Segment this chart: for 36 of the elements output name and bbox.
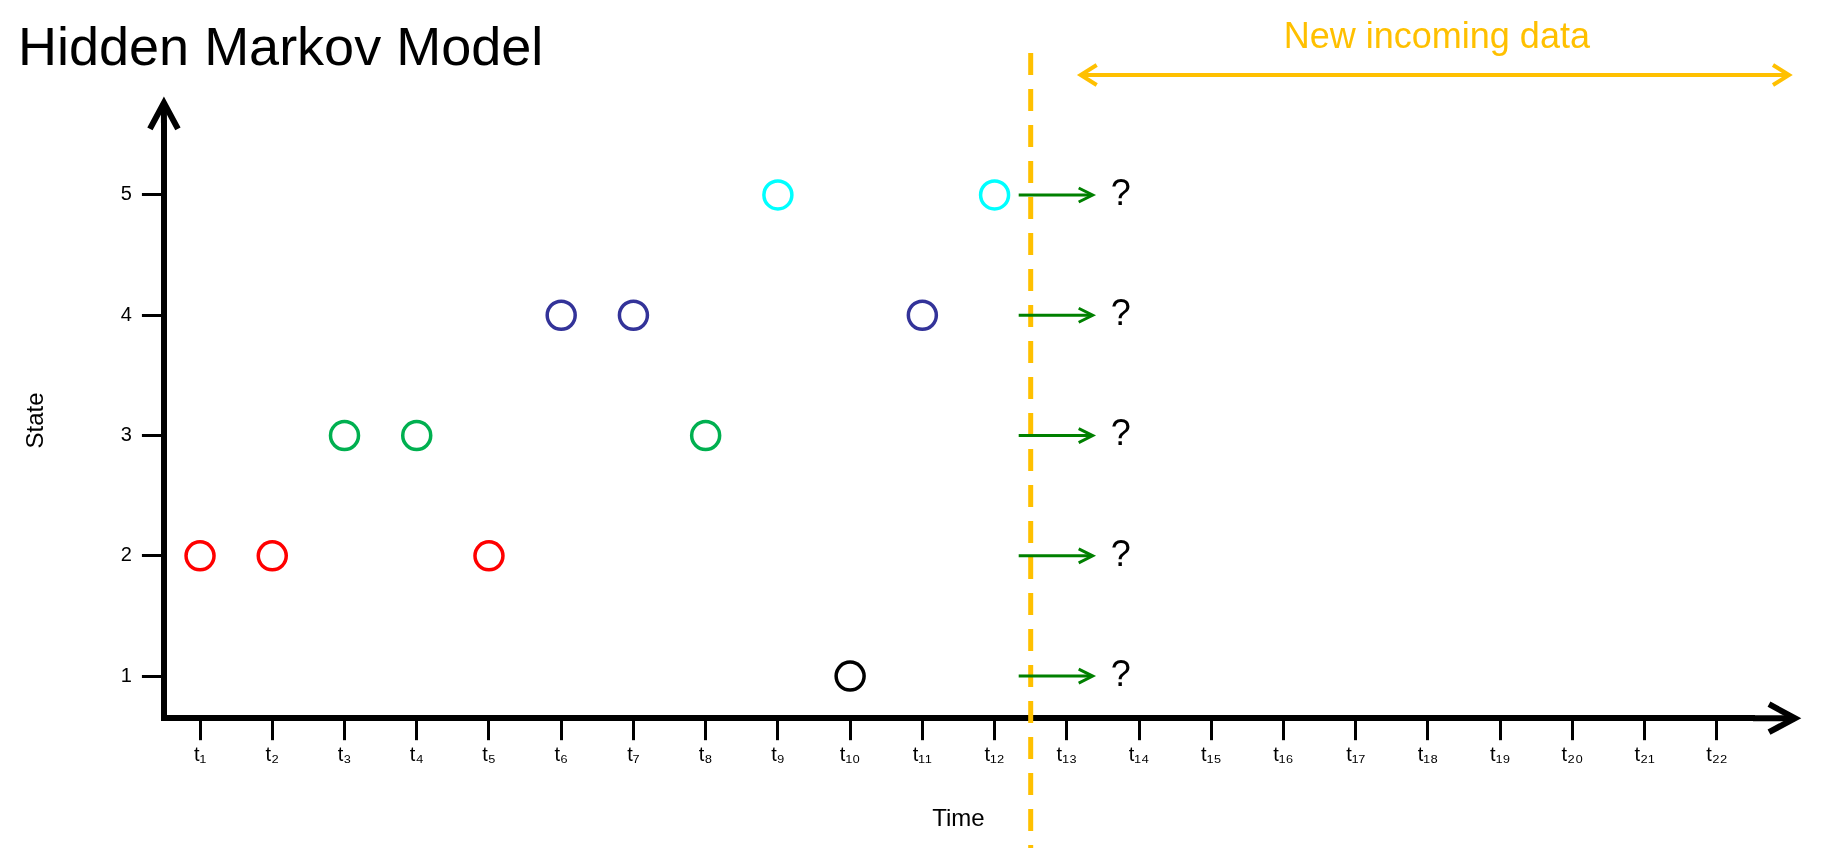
x-tick-label: t₁₃ xyxy=(1056,742,1078,765)
x-tick-label: t₉ xyxy=(771,742,785,765)
x-tick-label: t₄ xyxy=(409,742,424,765)
x-tick-label: t₁ xyxy=(193,742,207,765)
x-tick-label: t₇ xyxy=(627,742,640,765)
y-axis-title: State xyxy=(21,392,49,449)
x-tick-label: t₈ xyxy=(698,742,713,765)
x-tick-label: t₅ xyxy=(482,742,496,765)
x-tick-label: t₁₈ xyxy=(1417,742,1439,765)
x-tick-label: t₁₇ xyxy=(1346,742,1366,765)
annotation: ? xyxy=(1110,532,1131,574)
annotation: ? xyxy=(1110,171,1131,213)
x-tick-label: t₃ xyxy=(337,742,352,765)
x-tick-label: t₁₀ xyxy=(839,742,861,765)
chart-title: Hidden Markov Model xyxy=(18,16,544,77)
y-tick-label: 2 xyxy=(120,543,132,566)
y-tick-label: 5 xyxy=(120,182,132,205)
annotation: ? xyxy=(1110,292,1131,334)
x-tick-label: t₆ xyxy=(554,742,568,765)
x-tick-label: t₂₀ xyxy=(1561,742,1584,765)
x-tick-label: t₁₉ xyxy=(1490,742,1511,765)
y-tick-label: 4 xyxy=(120,302,132,325)
x-tick-label: t₁₅ xyxy=(1201,742,1222,765)
annotation: ? xyxy=(1110,412,1131,454)
x-axis-title: Time xyxy=(932,804,985,832)
x-tick-label: t₂ xyxy=(265,742,279,765)
x-tick-label: t₂₂ xyxy=(1706,742,1728,765)
x-tick-label: t₁₂ xyxy=(984,742,1005,765)
x-tick-label: t₁₄ xyxy=(1128,742,1150,765)
x-tick-label: t₂₁ xyxy=(1634,742,1655,765)
x-tick-label: t₁₆ xyxy=(1273,742,1294,765)
y-tick-label: 3 xyxy=(120,423,132,446)
annotation: ? xyxy=(1110,653,1131,695)
text: New incoming data xyxy=(1283,14,1591,56)
y-tick-label: 1 xyxy=(120,663,132,686)
x-tick-label: t₁₁ xyxy=(912,742,933,765)
